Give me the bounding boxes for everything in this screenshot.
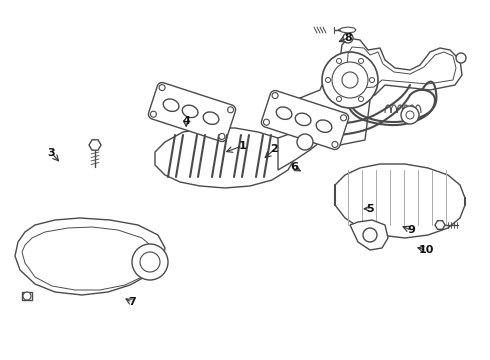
Ellipse shape [163,99,179,112]
Polygon shape [340,38,462,98]
Polygon shape [89,140,101,150]
Circle shape [264,119,270,125]
Circle shape [359,58,364,63]
Circle shape [272,93,278,99]
Circle shape [219,134,225,139]
Circle shape [332,141,338,148]
Text: 9: 9 [408,225,416,235]
Polygon shape [278,52,370,145]
Circle shape [341,115,346,121]
Ellipse shape [295,113,311,126]
Circle shape [159,85,165,91]
Circle shape [23,292,31,300]
Text: 8: 8 [344,33,352,43]
Circle shape [325,77,330,82]
Circle shape [401,106,419,124]
Circle shape [456,53,466,63]
Circle shape [150,111,156,117]
Polygon shape [148,82,236,141]
Circle shape [337,96,342,102]
Polygon shape [350,220,388,250]
Circle shape [363,228,377,242]
Polygon shape [278,125,320,170]
Circle shape [297,134,313,150]
Ellipse shape [182,105,198,118]
Ellipse shape [316,120,332,132]
Polygon shape [435,221,445,229]
Text: 3: 3 [48,148,55,158]
Polygon shape [335,164,465,238]
Text: 4: 4 [182,116,190,126]
Text: 7: 7 [128,297,136,307]
Text: 6: 6 [290,162,298,172]
Circle shape [132,244,168,280]
Circle shape [227,107,234,113]
Circle shape [343,33,353,43]
Circle shape [332,62,368,98]
Polygon shape [338,27,356,33]
Text: 1: 1 [239,141,246,151]
Polygon shape [15,218,165,295]
Ellipse shape [203,112,219,125]
Circle shape [359,96,364,102]
Text: 5: 5 [366,204,374,214]
Polygon shape [262,91,348,149]
Circle shape [369,77,374,82]
Circle shape [337,58,342,63]
Circle shape [322,52,378,108]
Ellipse shape [276,107,292,120]
Polygon shape [22,292,32,300]
Circle shape [406,111,414,119]
Circle shape [342,72,358,88]
Text: 2: 2 [270,144,278,154]
Circle shape [140,252,160,272]
Text: 10: 10 [418,245,434,255]
Polygon shape [155,128,295,188]
